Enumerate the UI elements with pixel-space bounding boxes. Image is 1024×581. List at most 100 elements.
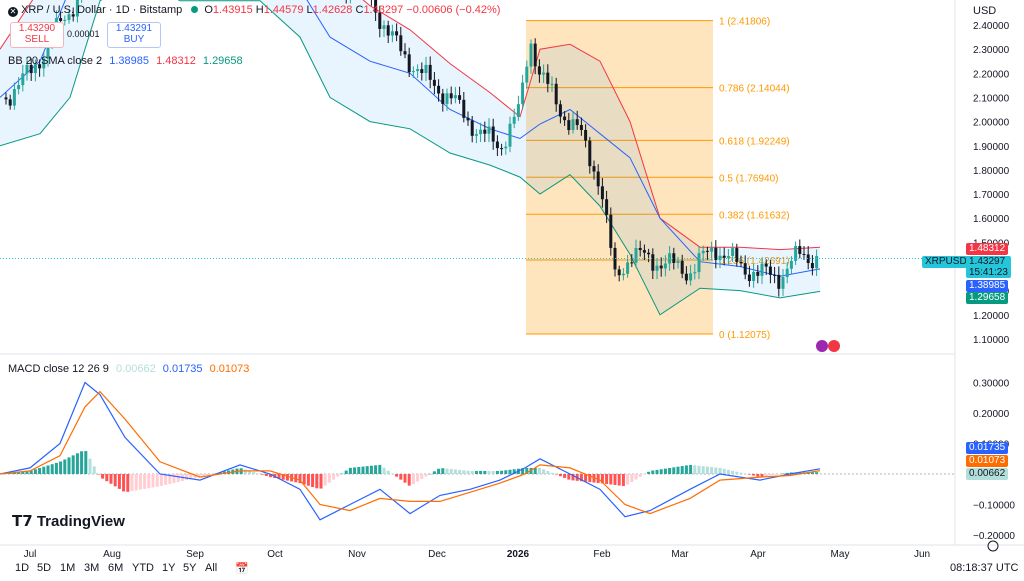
timeframe-1y[interactable]: 1Y (162, 562, 176, 574)
macd-histogram-bar (403, 474, 407, 483)
macd-histogram-bar (21, 471, 25, 474)
candle-body (516, 104, 520, 117)
macd-histogram-bar (479, 470, 483, 474)
macd-histogram-bar (638, 474, 642, 477)
bar-countdown: 15:41:23 (969, 267, 1008, 278)
close-label: C (355, 4, 364, 16)
bb-lower-line (0, 0, 821, 316)
low-label: L (306, 4, 313, 16)
macd-histogram-bar (197, 474, 201, 478)
candle-body (579, 125, 583, 131)
bb-upper-badge: 1.48312 (966, 243, 1009, 255)
macd-histogram-bar (407, 474, 411, 486)
candle-body (626, 262, 630, 274)
time-tick-label: 2026 (507, 549, 530, 560)
candle-body (596, 171, 600, 187)
candle-body (525, 66, 529, 83)
macd-histogram-bar (617, 474, 621, 486)
status-dot-icon (191, 6, 199, 13)
price-tick-label: 2.00000 (973, 118, 1010, 129)
candle-body (588, 140, 592, 167)
bb-basis-line (0, 0, 821, 277)
settings-gear-icon[interactable] (987, 540, 999, 552)
candle-body (659, 265, 663, 269)
bb-legend[interactable]: BB 20 SMA close 2 1.38985 1.48312 1.2965… (8, 55, 243, 67)
time-tick-label: Apr (750, 549, 766, 560)
timeframe-5y[interactable]: 5Y (183, 562, 197, 574)
timeframe-1m[interactable]: 1M (60, 562, 76, 574)
symbol-title[interactable]: XRP / U.S. Dollar · 1D · Bitstamp (21, 4, 183, 16)
macd-histogram-bar (319, 474, 323, 489)
candle-body (491, 126, 495, 142)
sell-button[interactable]: 1.43290 SELL (10, 22, 64, 48)
macd-histogram-bar (185, 474, 189, 481)
timeframe-6m[interactable]: 6M (108, 562, 124, 574)
tv-logo-icon: 𝗧𝟳 (12, 513, 33, 530)
high-value: 1.44579 (263, 4, 304, 16)
price-tick-label: 2.30000 (973, 45, 1010, 56)
candle-body (600, 186, 604, 200)
candle-body (8, 99, 12, 106)
timeframe-5d[interactable]: 5D (37, 562, 52, 574)
candle-body (71, 14, 75, 17)
macd-histogram-bar (777, 474, 781, 475)
event-flag-icon[interactable] (828, 340, 840, 352)
macd-histogram-bar (206, 474, 210, 476)
candle-body (378, 12, 382, 29)
candle-body (743, 263, 747, 275)
candle-body (777, 274, 781, 289)
macd-histogram-bar (550, 472, 554, 474)
candle-body (773, 274, 777, 276)
candle-body (663, 263, 667, 269)
buy-label: BUY (123, 34, 145, 45)
tradingview-logo[interactable]: 𝗧𝟳 TradingView (12, 512, 125, 530)
macd-histogram-bar (298, 474, 302, 484)
date-range-icon[interactable]: 📅 (235, 563, 249, 575)
candle-body (504, 146, 508, 149)
utc-clock[interactable]: 08:18:37 UTC (950, 562, 1019, 574)
fib-level-label: 0.786 (2.14044) (719, 84, 790, 95)
timeframe-1d[interactable]: 1D (15, 562, 30, 574)
macd-histogram-bar (201, 474, 205, 477)
macd-histogram-bar (109, 474, 113, 484)
macd-histogram-bar (508, 469, 512, 474)
timeframe-all[interactable]: All (205, 562, 218, 574)
macd-histogram-bar (96, 474, 100, 475)
candle-body (424, 64, 428, 74)
fib-level-label: 0.5 (1.76940) (719, 173, 779, 184)
macd-histogram-bar (647, 471, 651, 474)
timeframe-3m[interactable]: 3M (84, 562, 100, 574)
candle-body (29, 64, 33, 74)
macd-histogram-bar (88, 458, 92, 474)
timeframe-ytd[interactable]: YTD (132, 562, 154, 574)
candle-body (453, 95, 457, 99)
macd-histogram-bar (59, 461, 63, 474)
candle-body (567, 120, 571, 131)
candle-body (638, 247, 642, 251)
macd-histogram-bar (642, 474, 646, 475)
fib-level-label: 0.618 (1.92249) (719, 136, 790, 147)
macd-legend[interactable]: MACD close 12 26 9 0.00662 0.01735 0.010… (8, 363, 249, 375)
macd-histogram-bar (773, 474, 777, 475)
event-lightning-icon[interactable] (816, 340, 828, 352)
macd-histogram-bar (252, 472, 256, 474)
candle-body (609, 214, 613, 248)
macd-histogram-bar (453, 469, 457, 474)
macd-line (0, 381, 821, 521)
price-tick-label: 1.90000 (973, 142, 1010, 153)
bb-basis-value: 1.38985 (109, 55, 149, 67)
macd-histogram-bar (676, 466, 680, 474)
macd-histogram-bar (374, 465, 378, 474)
macd-histogram-bar (554, 474, 558, 475)
candle-body (38, 64, 42, 69)
buy-button[interactable]: 1.43291 BUY (107, 22, 161, 48)
macd-histogram-bar (327, 474, 331, 483)
macd-histogram-bar (80, 451, 84, 474)
candle-body (420, 69, 424, 74)
currency-label[interactable]: USD (973, 5, 997, 17)
low-value: 1.42628 (312, 4, 353, 16)
macd-histogram-bar (17, 472, 21, 474)
macd-histogram-bar (584, 474, 588, 482)
macd-histogram-bar (458, 469, 462, 474)
